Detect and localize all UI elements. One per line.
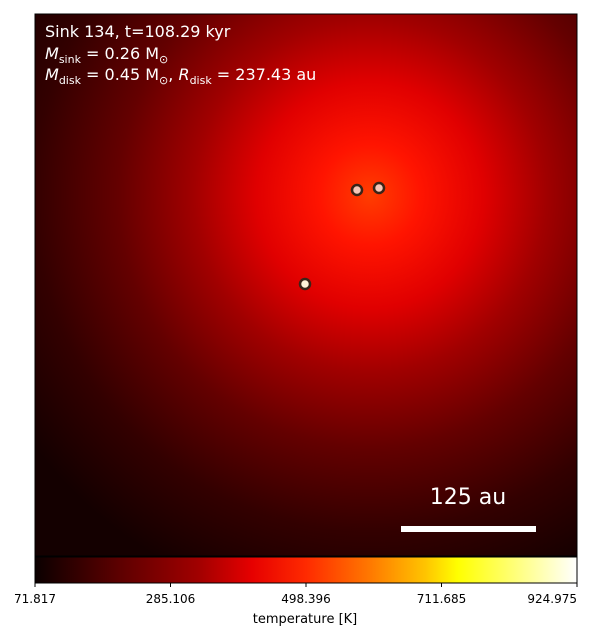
colorbar-tick-label: 498.396 [281, 592, 331, 606]
sink-marker-right [372, 181, 386, 195]
colorbar-tick-label: 924.975 [527, 592, 577, 606]
scalebar-label: 125 au [430, 485, 506, 510]
disk-properties-text: Mdisk = 0.45 M⊙, Rdisk = 237.43 au [45, 65, 316, 87]
scalebar [401, 526, 536, 532]
panel-title: Sink 134, t=108.29 kyr [45, 22, 231, 41]
sink-marker-left [350, 183, 364, 197]
colorbar-tick-label: 285.106 [146, 592, 196, 606]
sink-mass-text: Msink = 0.26 M⊙ [45, 44, 168, 66]
panel-frame [34, 13, 578, 557]
sink-marker-center [298, 277, 312, 291]
colorbar-tick-label: 71.817 [14, 592, 56, 606]
colorbar-ticks: 71.817 285.106 498.396 711.685 924.975 [14, 583, 578, 606]
colorbar [34, 556, 578, 584]
colorbar-label: temperature [K] [253, 612, 358, 627]
colorbar-tick-label: 711.685 [417, 592, 467, 606]
